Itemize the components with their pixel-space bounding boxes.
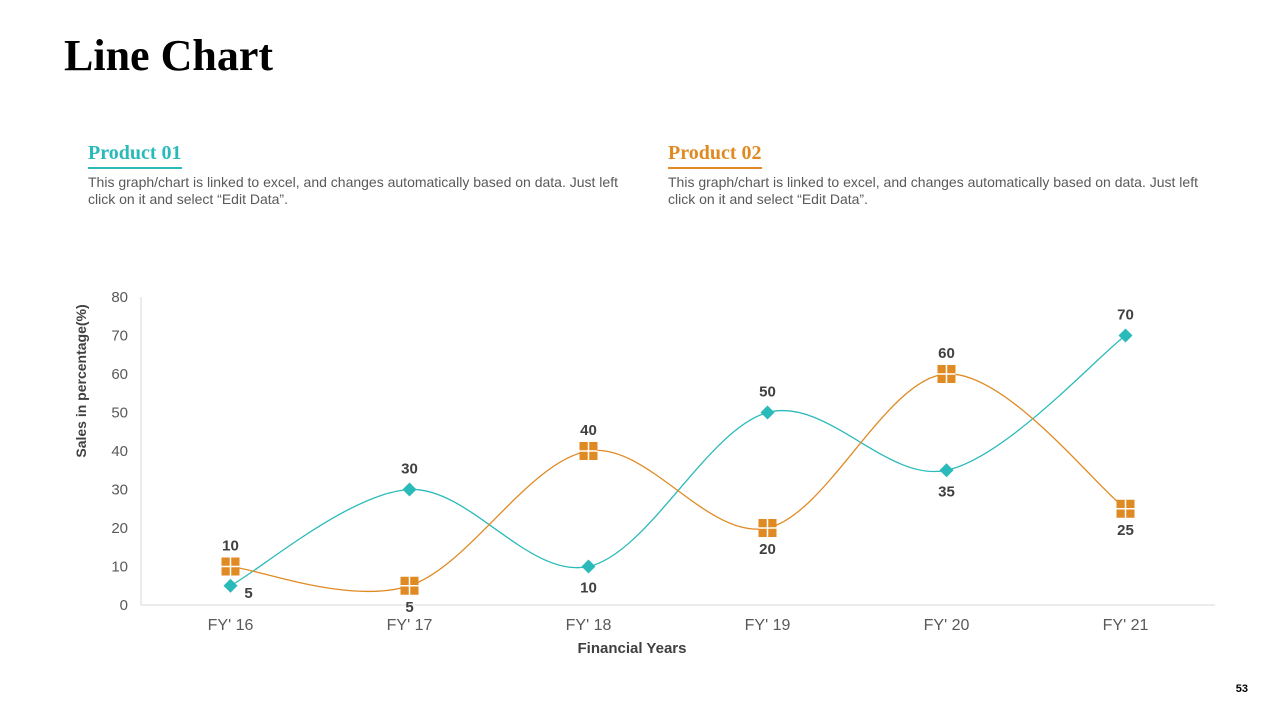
series-2-data-label: 20 (759, 541, 776, 558)
series-1-point (402, 482, 417, 497)
x-axis-title: Financial Years (578, 640, 687, 657)
product-02-description: This graph/chart is linked to excel, and… (668, 174, 1198, 207)
y-tick-label: 10 (111, 559, 128, 576)
series-1-data-label: 5 (244, 585, 252, 602)
y-tick-label: 40 (111, 443, 128, 460)
series-2-data-label: 25 (1117, 522, 1134, 539)
product-02-block: Product 02 This graph/chart is linked to… (668, 142, 1208, 208)
x-tick-label: FY' 16 (208, 617, 254, 634)
y-axis-title: Sales in percentage(%) (73, 304, 89, 457)
x-tick-label: FY' 21 (1103, 617, 1149, 634)
series-1-data-label: 30 (401, 461, 418, 478)
y-tick-label: 70 (111, 328, 128, 345)
slide-title: Line Chart (64, 31, 273, 80)
y-tick-label: 0 (120, 597, 128, 614)
product-01-block: Product 01 This graph/chart is linked to… (88, 142, 628, 208)
x-tick-label: FY' 20 (924, 617, 970, 634)
x-tick-label: FY' 18 (566, 617, 612, 634)
series-1-data-label: 70 (1117, 307, 1134, 324)
series-1-point (581, 559, 596, 574)
page-number: 53 (1235, 683, 1248, 695)
series-1-data-label: 10 (580, 580, 597, 597)
series-1-data-label: 50 (759, 384, 776, 401)
series-2-data-label: 60 (938, 345, 955, 362)
series-1-point (1118, 328, 1133, 343)
y-tick-label: 30 (111, 482, 128, 499)
y-tick-label: 20 (111, 520, 128, 537)
series-1-point (223, 578, 238, 593)
series-1-point (939, 463, 954, 478)
series-1-line (230, 334, 1126, 587)
product-01-heading: Product 01 (88, 142, 182, 169)
series-2-data-label: 10 (222, 538, 239, 555)
product-01-description: This graph/chart is linked to excel, and… (88, 174, 618, 207)
product-02-heading: Product 02 (668, 142, 762, 169)
series-2-data-label: 5 (405, 599, 413, 616)
y-tick-label: 50 (111, 405, 128, 422)
series-2-line (230, 373, 1126, 593)
x-tick-label: FY' 19 (745, 617, 791, 634)
y-tick-label: 60 (111, 366, 128, 383)
series-1-point (760, 405, 775, 420)
series-2-data-label: 40 (580, 422, 597, 439)
y-tick-label: 80 (111, 289, 128, 306)
x-tick-label: FY' 17 (387, 617, 433, 634)
series-1-data-label: 35 (938, 483, 955, 500)
